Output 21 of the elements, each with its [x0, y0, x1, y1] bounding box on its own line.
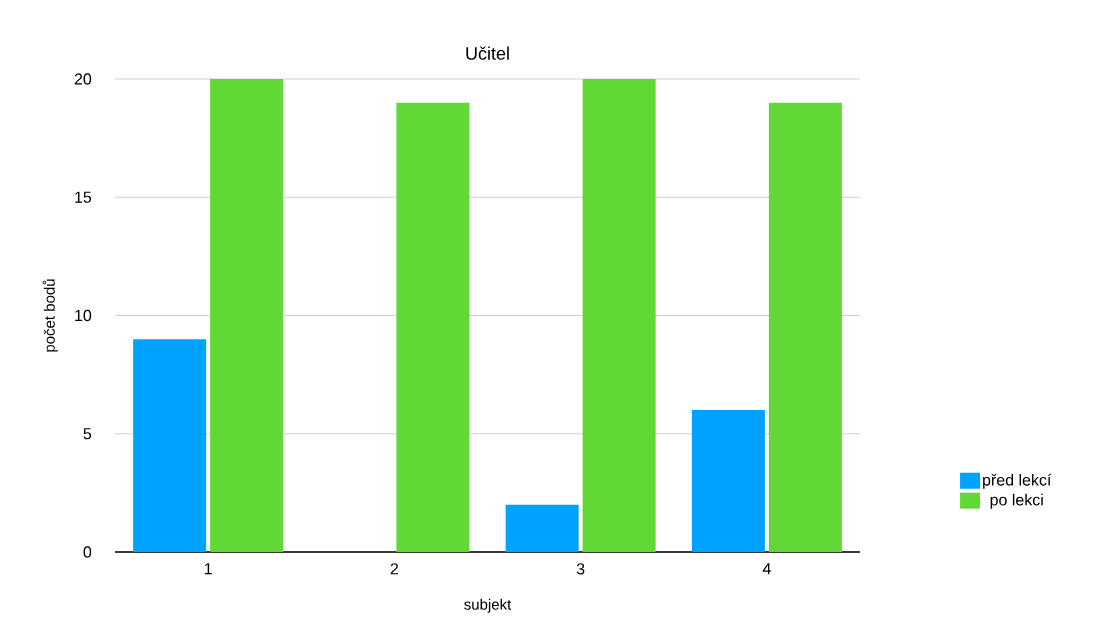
y-tick-label: 20: [74, 73, 92, 85]
x-tick-label: 3: [576, 563, 585, 575]
bar: [582, 79, 656, 552]
bar: [210, 79, 284, 552]
y-tick-label: 15: [75, 191, 92, 203]
legend-label: před lekcí: [983, 473, 1052, 489]
chart-title: Učitel: [466, 46, 509, 60]
x-tick-label: 4: [762, 563, 771, 575]
legend-label: po lekci: [990, 493, 1043, 509]
x-tick-label: 1: [204, 563, 212, 575]
x-tick-label: 2: [390, 563, 399, 575]
x-axis-title: subjekt: [464, 598, 512, 613]
y-tick-label: 5: [83, 428, 92, 440]
bar: [691, 410, 765, 552]
bar: [505, 504, 579, 552]
y-tick-label: 10: [75, 309, 92, 322]
bar: [133, 339, 207, 552]
y-tick-label: 0: [83, 546, 92, 558]
bar: [768, 102, 842, 552]
bar: [396, 102, 470, 552]
y-axis-title: počet bodů: [42, 279, 58, 352]
